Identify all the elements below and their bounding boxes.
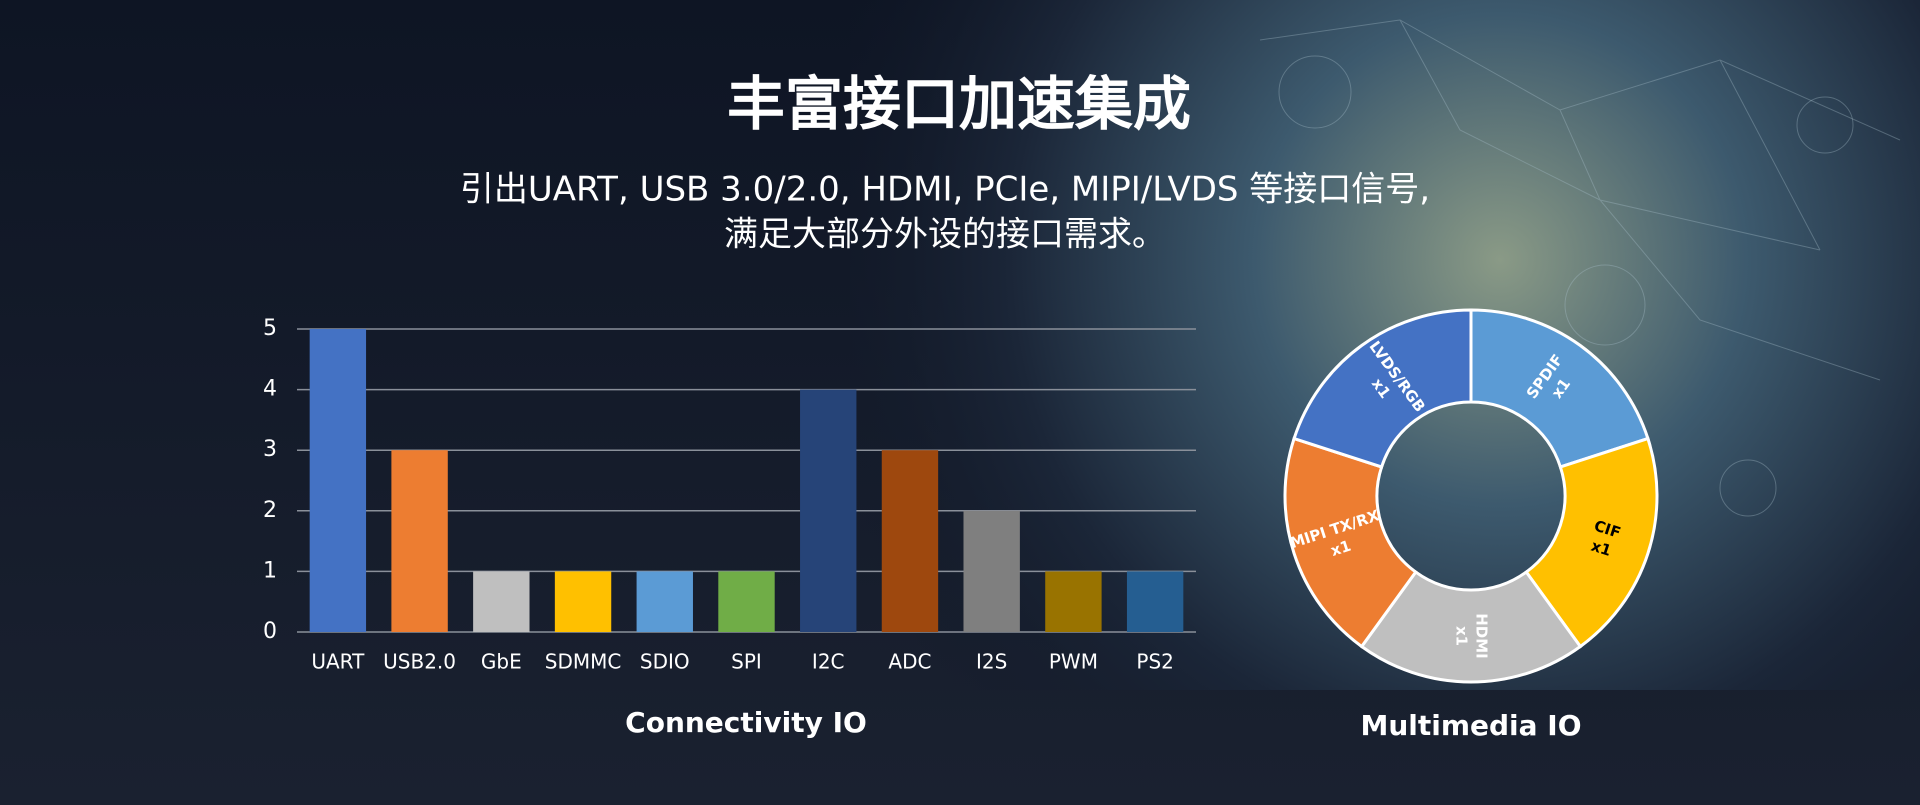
donut-slice [1359, 569, 1583, 684]
chart-title: Connectivity IO [625, 706, 867, 739]
bar [636, 571, 693, 632]
donut-slice [1283, 436, 1418, 649]
bar [881, 450, 939, 632]
x-tick-label: GbE [481, 650, 522, 674]
bar [391, 450, 448, 632]
x-tick-label: ADC [888, 650, 931, 674]
donut-slice [1469, 308, 1650, 469]
x-tick-label: SDIO [640, 650, 690, 674]
bar [1045, 571, 1102, 632]
x-tick-label: I2C [812, 650, 845, 674]
x-tick-label: PS2 [1136, 650, 1173, 674]
subtitle-line: 满足大部分外设的接口需求。 [724, 215, 1166, 255]
bar [309, 329, 367, 632]
slide-title: 丰富接口加速集成 [727, 70, 1191, 138]
network-decoration [1259, 19, 1901, 517]
y-tick-label: 0 [263, 619, 277, 644]
subtitle-line: 引出UART, USB 3.0/2.0, HDMI, PCIe, MIPI/LV… [460, 170, 1430, 210]
bar [1126, 571, 1184, 632]
bar [554, 571, 612, 632]
bar [473, 571, 530, 632]
x-tick-label: PWM [1049, 650, 1098, 674]
x-tick-label: SDMMC [545, 650, 622, 674]
y-tick-label: 1 [263, 558, 277, 583]
bar [800, 389, 857, 632]
bar [718, 571, 775, 632]
bar [963, 510, 1020, 632]
chart-title: Multimedia IO [1360, 709, 1581, 742]
slice-category: HDMI [1473, 613, 1491, 659]
x-tick-label: I2S [976, 650, 1007, 674]
y-tick-label: 3 [263, 437, 277, 462]
donut-slice [1292, 308, 1473, 469]
slice-value-label: x1 [1328, 537, 1353, 560]
slice-value-label: x1 [1453, 626, 1471, 646]
x-tick-label: SPI [731, 650, 762, 674]
y-tick-label: 4 [263, 377, 277, 402]
slice-value-label: x1 [1589, 537, 1614, 560]
x-tick-label: UART [311, 650, 365, 674]
y-tick-label: 5 [263, 316, 277, 341]
donut-slice [1524, 436, 1659, 649]
x-tick-label: USB2.0 [383, 650, 456, 674]
y-tick-label: 2 [263, 498, 277, 523]
